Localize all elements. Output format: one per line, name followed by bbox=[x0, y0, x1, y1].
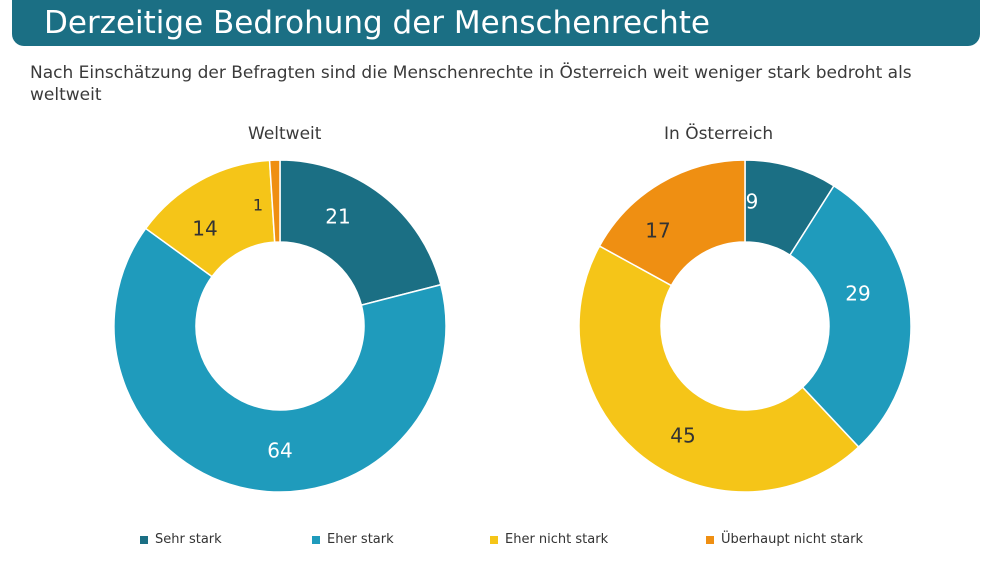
legend-label-eher-stark: Eher stark bbox=[327, 532, 394, 547]
legend-item-eher-nicht-stark: Eher nicht stark bbox=[490, 532, 608, 547]
legend-swatch-eher-nicht-stark bbox=[490, 535, 498, 544]
data-label-oesterreich-sehr-stark: 9 bbox=[746, 190, 759, 214]
legend-label-sehr-stark: Sehr stark bbox=[155, 532, 222, 547]
data-label-oesterreich-ueberhaupt-nicht-stark: 17 bbox=[645, 219, 670, 243]
slice-oesterreich-eher-stark bbox=[788, 184, 912, 449]
slice-weltweit-sehr-stark bbox=[279, 159, 442, 307]
chart-subtitle: Nach Einschätzung der Befragten sind die… bbox=[30, 63, 912, 105]
legend-label-ueberhaupt-nicht-stark: Überhaupt nicht stark bbox=[721, 532, 863, 547]
legend-item-sehr-stark: Sehr stark bbox=[140, 532, 222, 547]
slice-weltweit-ueberhaupt-nicht-stark bbox=[268, 159, 281, 243]
page-title: Derzeitige Bedrohung der Menschenrechte bbox=[44, 5, 710, 41]
legend-swatch-sehr-stark bbox=[140, 535, 148, 544]
legend-swatch-eher-stark bbox=[312, 535, 320, 544]
data-label-weltweit-eher-nicht-stark: 14 bbox=[192, 217, 217, 241]
slice-oesterreich-ueberhaupt-nicht-stark bbox=[598, 159, 746, 287]
data-label-weltweit-ueberhaupt-nicht-stark: 1 bbox=[253, 196, 263, 215]
slice-weltweit-eher-stark bbox=[113, 227, 447, 493]
legend: Sehr stark Eher stark Eher nicht stark Ü… bbox=[0, 532, 992, 556]
chart-title-weltweit: Weltweit bbox=[248, 124, 322, 144]
data-label-oesterreich-eher-stark: 29 bbox=[845, 282, 870, 306]
data-label-oesterreich-eher-nicht-stark: 45 bbox=[670, 424, 695, 448]
legend-item-eher-stark: Eher stark bbox=[312, 532, 394, 547]
slice-oesterreich-eher-nicht-stark bbox=[578, 245, 860, 493]
data-label-weltweit-sehr-stark: 21 bbox=[325, 205, 350, 229]
legend-item-ueberhaupt-nicht-stark: Überhaupt nicht stark bbox=[706, 532, 863, 547]
chart-title-oesterreich: In Österreich bbox=[664, 124, 774, 144]
legend-swatch-ueberhaupt-nicht-stark bbox=[706, 535, 714, 544]
legend-label-eher-nicht-stark: Eher nicht stark bbox=[505, 532, 609, 547]
data-label-weltweit-eher-stark: 64 bbox=[267, 439, 292, 463]
header-bar: Derzeitige Bedrohung der Menschenrechte bbox=[12, 0, 980, 46]
